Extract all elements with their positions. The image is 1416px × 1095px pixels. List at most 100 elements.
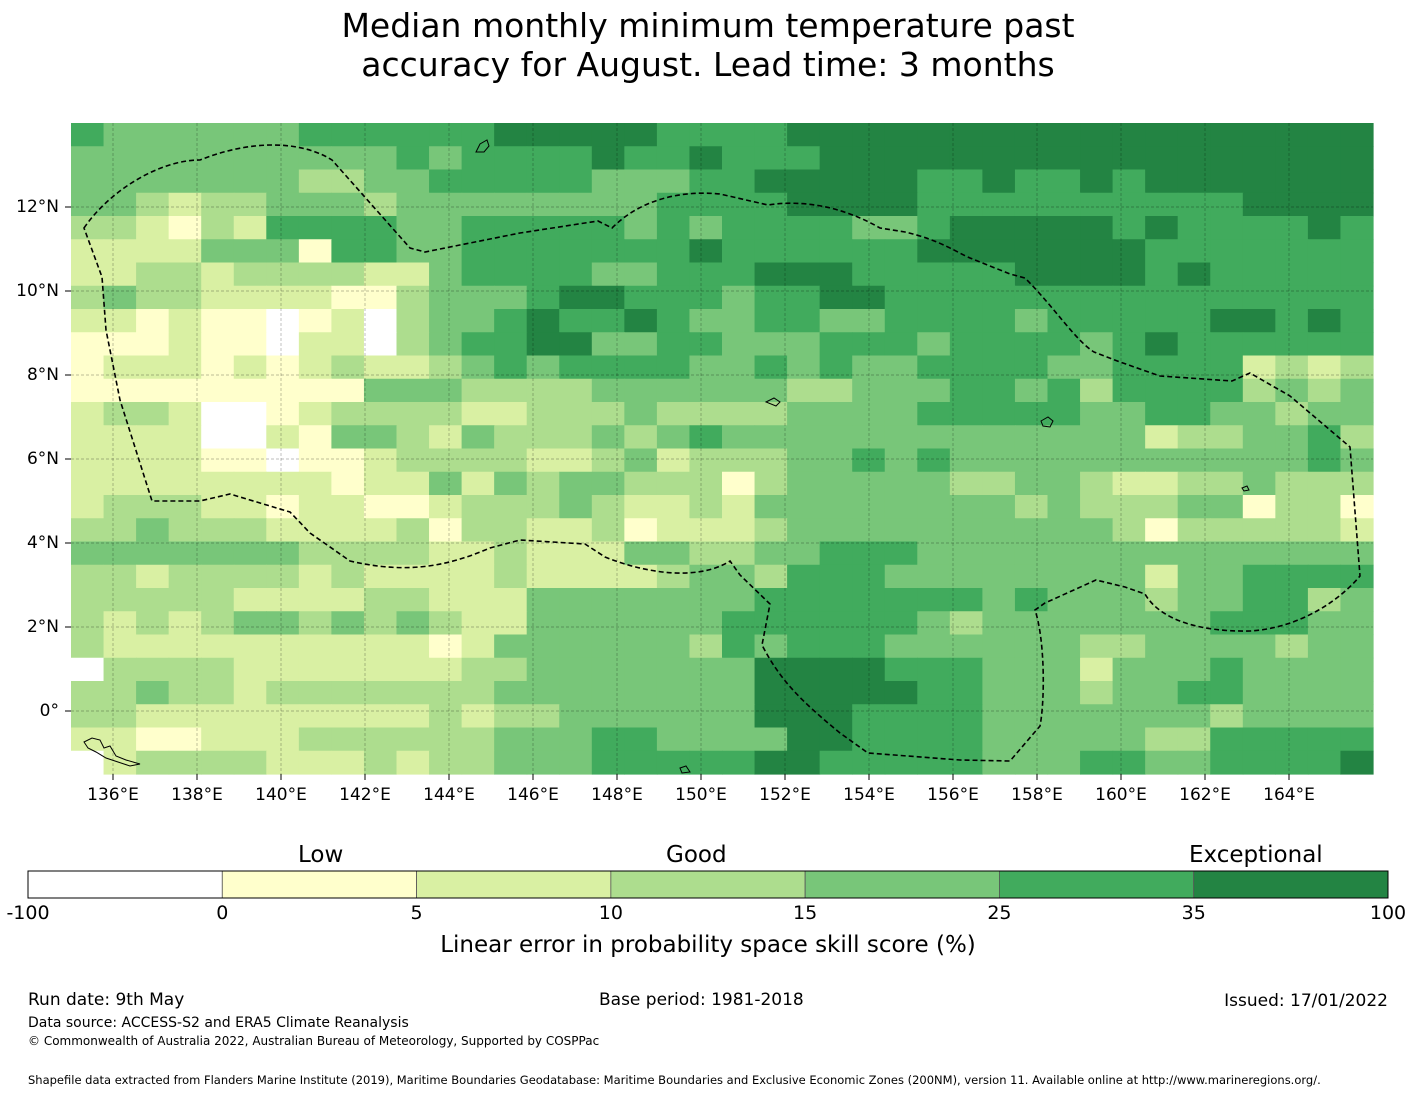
heatmap-cell bbox=[331, 495, 365, 519]
heatmap-cell bbox=[787, 495, 821, 519]
heatmap-cell bbox=[949, 309, 983, 333]
heatmap-cell bbox=[754, 541, 788, 566]
guam-outline bbox=[475, 139, 490, 153]
heatmap-cell bbox=[884, 262, 918, 287]
heatmap-cell bbox=[1340, 216, 1374, 240]
heatmap-cell bbox=[461, 216, 495, 240]
heatmap-cell bbox=[331, 541, 365, 566]
heatmap-cell bbox=[1145, 448, 1179, 473]
heatmap-cell bbox=[591, 425, 625, 450]
heatmap-cell bbox=[1112, 471, 1146, 496]
heatmap-cell bbox=[71, 309, 105, 333]
heatmap-cell bbox=[754, 262, 788, 287]
heatmap-cell bbox=[429, 123, 463, 147]
heatmap-cell bbox=[787, 471, 821, 496]
heatmap-cell bbox=[656, 309, 691, 333]
heatmap-cell bbox=[494, 402, 528, 426]
heatmap-cell bbox=[819, 448, 853, 473]
heatmap-cell bbox=[168, 262, 202, 287]
heatmap-cell bbox=[819, 471, 853, 496]
heatmap-cell bbox=[1242, 192, 1276, 217]
heatmap-cell bbox=[168, 518, 202, 543]
heatmap-cell bbox=[1177, 681, 1211, 705]
heatmap-cell bbox=[1047, 495, 1081, 519]
heatmap-cell bbox=[429, 657, 463, 682]
heatmap-cell bbox=[1275, 471, 1309, 496]
heatmap-cell bbox=[917, 262, 951, 287]
heatmap-cell bbox=[1145, 471, 1179, 496]
heatmap-cell bbox=[917, 355, 951, 380]
heatmap-cell bbox=[884, 704, 918, 729]
heatmap-cell bbox=[819, 657, 853, 682]
heatmap-cell bbox=[331, 611, 365, 636]
heatmap-cell bbox=[331, 681, 365, 705]
heatmap-cell bbox=[949, 541, 983, 566]
heatmap-cell bbox=[1014, 611, 1049, 636]
heatmap-cell bbox=[624, 611, 658, 636]
heatmap-cell bbox=[852, 425, 886, 450]
heatmap-cell bbox=[689, 750, 723, 775]
heatmap-cell bbox=[656, 355, 691, 380]
heatmap-cell bbox=[103, 123, 137, 147]
heatmap-cell bbox=[1307, 471, 1342, 496]
latitude-label: 8°N bbox=[26, 365, 59, 385]
heatmap-cell bbox=[1014, 681, 1049, 705]
heatmap-cell bbox=[331, 169, 365, 194]
heatmap-cell bbox=[1112, 355, 1146, 380]
heatmap-cell bbox=[689, 448, 723, 473]
heatmap-cell bbox=[1177, 355, 1211, 380]
heatmap-cell bbox=[363, 262, 398, 287]
heatmap-cell bbox=[1210, 750, 1244, 775]
heatmap-cell bbox=[852, 448, 886, 473]
heatmap-cell bbox=[233, 309, 267, 333]
heatmap-cell bbox=[103, 518, 137, 543]
heatmap-cell bbox=[1307, 192, 1342, 217]
heatmap-cell bbox=[396, 355, 430, 380]
heatmap-cell bbox=[689, 146, 723, 171]
heatmap-cell bbox=[461, 588, 495, 612]
heatmap-cell bbox=[396, 123, 430, 147]
heatmap-cell bbox=[1014, 564, 1049, 589]
heatmap-cell bbox=[1112, 123, 1146, 147]
heatmap-cell bbox=[624, 704, 658, 729]
heatmap-cell bbox=[136, 634, 170, 659]
heatmap-cell bbox=[1080, 216, 1114, 240]
heatmap-cell bbox=[526, 471, 560, 496]
heatmap-cell bbox=[298, 309, 332, 333]
heatmap-cell bbox=[559, 146, 593, 171]
heatmap-cell bbox=[1112, 169, 1146, 194]
heatmap-cell bbox=[624, 262, 658, 287]
heatmap-cell bbox=[168, 681, 202, 705]
heatmap-cell bbox=[1014, 448, 1049, 473]
heatmap-cell bbox=[722, 123, 756, 147]
heatmap-cell bbox=[331, 285, 365, 310]
heatmap-cell bbox=[1080, 378, 1114, 403]
heatmap-cell bbox=[1047, 216, 1081, 240]
heatmap-cell bbox=[136, 355, 170, 380]
heatmap-cell bbox=[201, 192, 235, 217]
heatmap-cell bbox=[494, 285, 528, 310]
heatmap-cell bbox=[168, 285, 202, 310]
heatmap-cell bbox=[168, 495, 202, 519]
heatmap-cell bbox=[624, 681, 658, 705]
heatmap-cell bbox=[656, 495, 691, 519]
heatmap-cell bbox=[298, 588, 332, 612]
heatmap-cell bbox=[1177, 541, 1211, 566]
heatmap-cell bbox=[1242, 262, 1276, 287]
heatmap-cell bbox=[787, 448, 821, 473]
heatmap-cell bbox=[363, 704, 398, 729]
heatmap-cell bbox=[396, 518, 430, 543]
heatmap-cell bbox=[526, 541, 560, 566]
heatmap-cell bbox=[852, 192, 886, 217]
heatmap-cell bbox=[526, 123, 560, 147]
heatmap-cell bbox=[884, 495, 918, 519]
heatmap-cell bbox=[266, 239, 300, 264]
heatmap-cell bbox=[787, 541, 821, 566]
heatmap-cell bbox=[624, 495, 658, 519]
heatmap-cell bbox=[1080, 750, 1114, 775]
heatmap-cell bbox=[559, 425, 593, 450]
heatmap-cell bbox=[949, 355, 983, 380]
heatmap-cell bbox=[754, 448, 788, 473]
heatmap-cell bbox=[103, 634, 137, 659]
latitude-label: 4°N bbox=[26, 533, 59, 553]
